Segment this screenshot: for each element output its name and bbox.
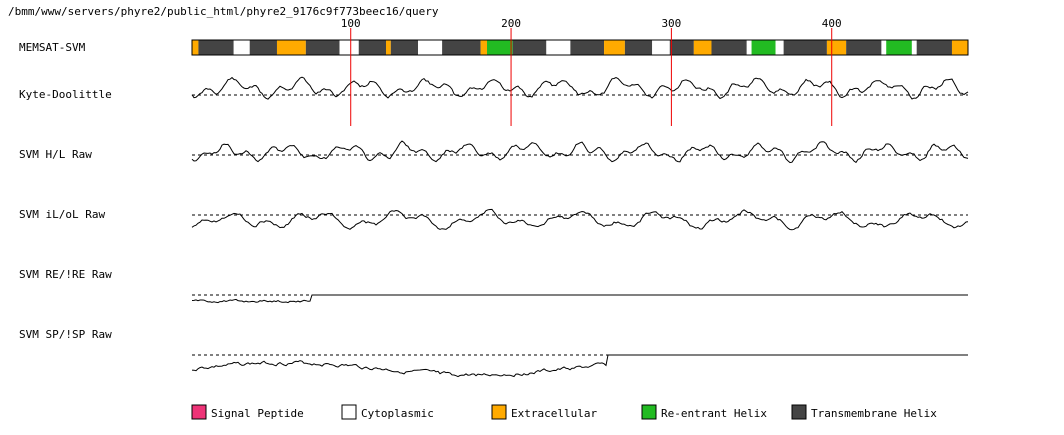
- legend-swatch-reentrant: [641, 404, 657, 420]
- topology-segment-cytoplasmic: [881, 40, 887, 55]
- topology-track: [191, 39, 969, 56]
- topology-segment-cytoplasmic: [746, 40, 752, 55]
- topology-segment-cytoplasmic: [418, 40, 443, 55]
- row-label-memsat-svm: MEMSAT-SVM: [19, 41, 86, 54]
- svm-sp-raw-trace: [191, 354, 968, 378]
- ruler-label-300: 300: [661, 17, 681, 30]
- topology-segment-cytoplasmic: [233, 40, 250, 55]
- row-label-kyte-doolittle: Kyte-Doolittle: [19, 88, 112, 101]
- svm-re-raw-trace: [191, 294, 968, 304]
- topology-segment-cytoplasmic: [546, 40, 571, 55]
- topology-segment-transmembrane: [305, 40, 340, 55]
- topology-segment-cytoplasmic: [911, 40, 917, 55]
- topology-segment-transmembrane: [916, 40, 952, 55]
- ruler-label-100: 100: [341, 17, 361, 30]
- kyte-doolittle-trace: [191, 76, 969, 100]
- row-label-svm-sp-raw: SVM SP/!SP Raw: [19, 328, 112, 341]
- topology-segment-transmembrane: [512, 40, 547, 55]
- topology-segment-transmembrane: [711, 40, 747, 55]
- topology-segment-extracellular: [604, 40, 625, 55]
- topology-segment-transmembrane: [783, 40, 827, 55]
- topology-segment-extracellular: [192, 40, 199, 55]
- row-label-svm-ilol-raw: SVM iL/oL Raw: [19, 208, 105, 221]
- topology-segment-reentrant: [751, 40, 776, 55]
- legend-swatch-transmembrane: [791, 404, 807, 420]
- topology-segment-transmembrane: [358, 40, 386, 55]
- topology-segment-cytoplasmic: [652, 40, 670, 55]
- svm-ilol-raw-trace: [191, 208, 969, 231]
- legend-label-transmembrane: Transmembrane Helix: [811, 407, 937, 420]
- legend-label-extracellular: Extracellular: [511, 407, 597, 420]
- svm-hl-raw-trace: [191, 140, 969, 164]
- topology-segment-transmembrane: [390, 40, 419, 55]
- topology-segment-cytoplasmic: [339, 40, 359, 55]
- row-label-svm-re-raw: SVM RE/!RE Raw: [19, 268, 112, 281]
- topology-segment-extracellular: [480, 40, 488, 55]
- topology-segment-reentrant: [886, 40, 912, 55]
- topology-segment-transmembrane: [846, 40, 882, 55]
- legend-label-signal: Signal Peptide: [211, 407, 304, 420]
- topology-segment-transmembrane: [198, 40, 234, 55]
- topology-segment-extracellular: [826, 40, 847, 55]
- topology-segment-extracellular: [386, 40, 391, 55]
- query-path: /bmm/www/servers/phyre2/public_html/phyr…: [8, 5, 439, 18]
- legend-swatch-cytoplasmic: [341, 404, 357, 420]
- topology-segment-extracellular: [693, 40, 712, 55]
- legend: Signal Peptide Cytoplasmic Extracellular Re…: [191, 404, 937, 420]
- legend-label-reentrant: Re-entrant Helix: [661, 407, 767, 420]
- legend-swatch-signal: [191, 404, 207, 420]
- ruler-label-400: 400: [822, 17, 842, 30]
- ruler-label-200: 200: [501, 17, 521, 30]
- topology-frame: [191, 39, 969, 56]
- legend-swatch-extracellular: [491, 404, 507, 420]
- topology-segment-reentrant: [487, 40, 513, 55]
- topology-segment-extracellular: [276, 40, 306, 55]
- topology-segment-transmembrane: [442, 40, 481, 55]
- topology-segment-cytoplasmic: [775, 40, 784, 55]
- row-labels: MEMSAT-SVM Kyte-Doolittle SVM H/L Raw SV…: [19, 41, 112, 341]
- legend-label-cytoplasmic: Cytoplasmic: [361, 407, 434, 420]
- topology-segment-transmembrane: [570, 40, 605, 55]
- topology-segment-transmembrane: [249, 40, 277, 55]
- profile-tracks: [191, 76, 969, 378]
- topology-segment-extracellular: [951, 40, 968, 55]
- row-label-svm-hl-raw: SVM H/L Raw: [19, 148, 92, 161]
- residue-rulers: 100 200 300 400: [341, 17, 842, 126]
- topology-segment-transmembrane: [669, 40, 694, 55]
- topology-segment-transmembrane: [624, 40, 653, 55]
